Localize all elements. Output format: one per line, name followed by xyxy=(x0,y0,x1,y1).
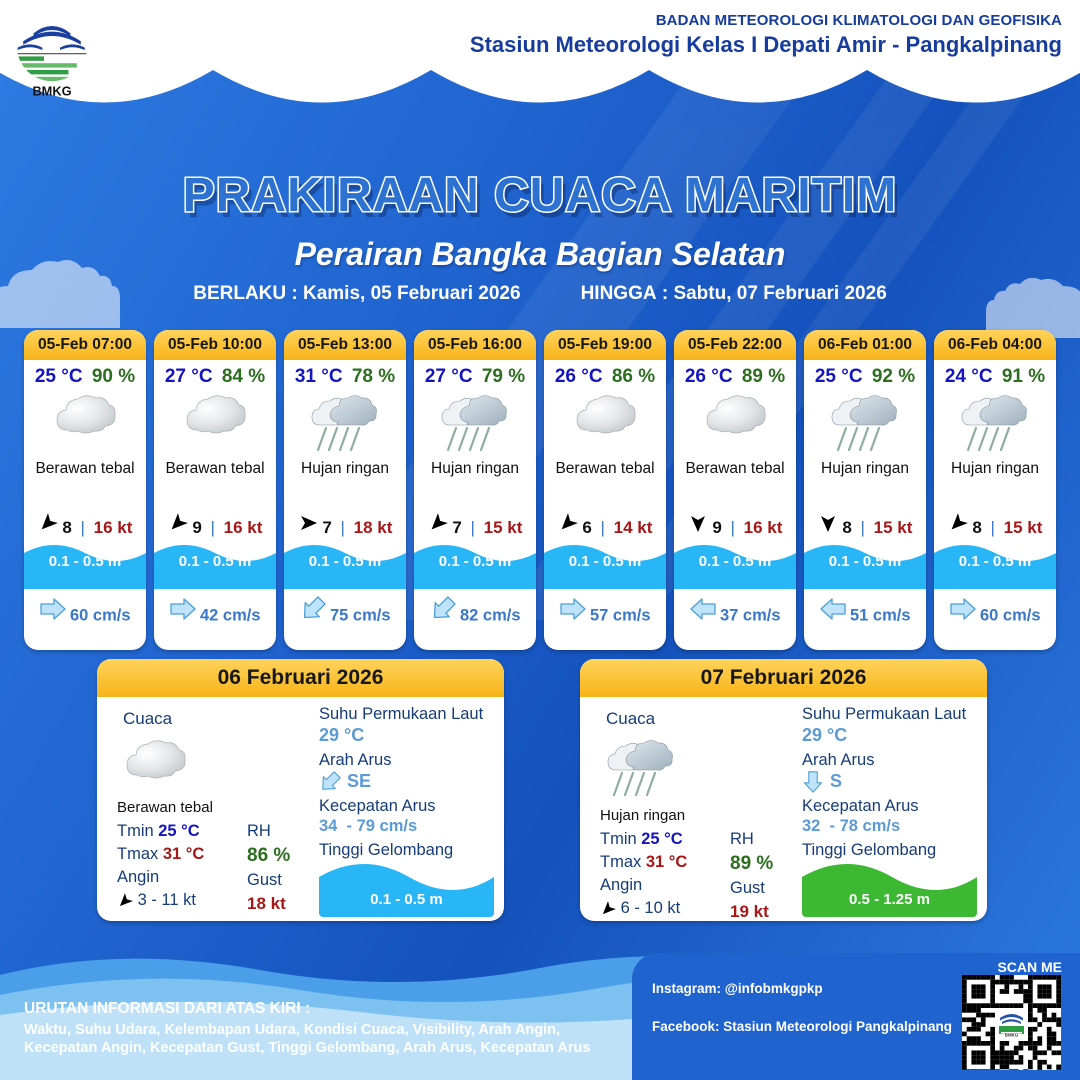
svg-text:BMKG: BMKG xyxy=(32,84,71,99)
svg-text:BMKG: BMKG xyxy=(1005,1033,1019,1038)
